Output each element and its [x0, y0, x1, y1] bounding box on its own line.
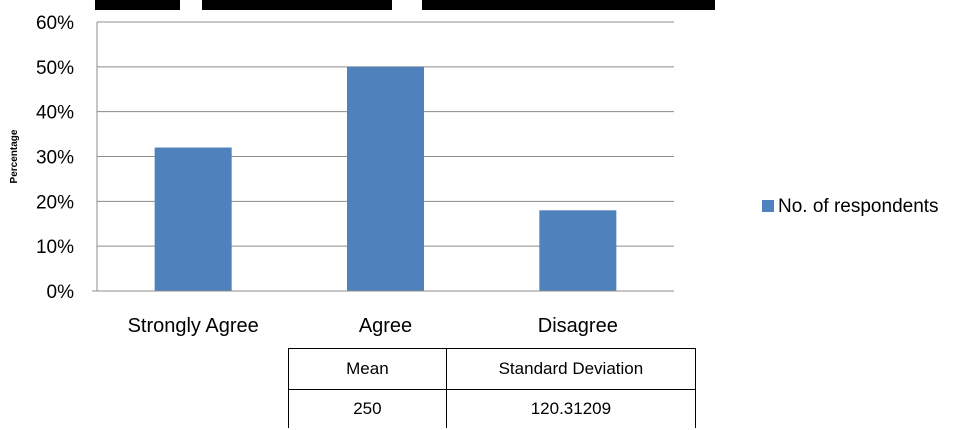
y-tick-label: 60% — [36, 13, 74, 34]
stats-value-row: 250 120.31209 — [288, 389, 697, 428]
y-tick-label: 30% — [36, 148, 74, 169]
std-dev-value: 120.31209 — [445, 389, 697, 428]
bar — [347, 66, 424, 291]
y-axis-title: Percentage — [9, 129, 20, 183]
y-tick-label: 10% — [36, 237, 74, 258]
stats-header-row: Mean Standard Deviation — [288, 348, 697, 390]
legend-swatch — [762, 200, 774, 212]
mean-value: 250 — [288, 389, 447, 428]
clipped-title-gap — [392, 0, 422, 10]
std-dev-header: Standard Deviation — [445, 348, 697, 390]
clipped-title-gap — [180, 0, 202, 10]
y-tick-label: 40% — [36, 103, 74, 124]
x-category-label: Agree — [359, 315, 412, 337]
stats-table: Mean Standard Deviation 250 120.31209 — [288, 348, 697, 428]
x-category-label: Strongly Agree — [128, 315, 259, 337]
mean-header: Mean — [288, 348, 447, 390]
y-tick-label: 50% — [36, 58, 74, 79]
x-category-label: Disagree — [538, 315, 618, 337]
y-tick-label: 20% — [36, 192, 74, 213]
bar — [539, 210, 617, 291]
y-tick-label: 0% — [47, 282, 75, 303]
bar — [154, 147, 232, 291]
legend-label: No. of respondents — [778, 196, 939, 217]
